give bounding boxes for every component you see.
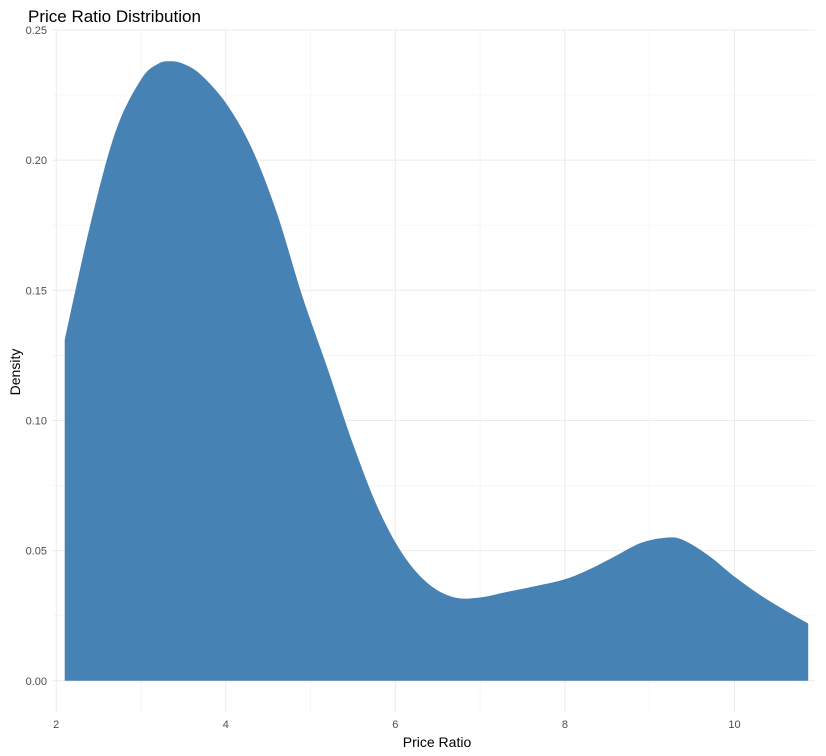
x-tick-label: 10 <box>728 719 740 731</box>
x-tick-label: 4 <box>223 719 229 731</box>
y-tick-label: 0.00 <box>26 676 47 688</box>
density-area-layer <box>64 61 809 681</box>
y-tick-label: 0.15 <box>26 285 47 297</box>
y-axis-tick-labels: 0.00 0.05 0.10 0.15 0.20 0.25 <box>26 25 47 688</box>
y-tick-label: 0.20 <box>26 155 47 167</box>
x-tick-label: 6 <box>392 719 398 731</box>
y-tick-label: 0.10 <box>26 415 47 427</box>
x-tick-label: 8 <box>562 719 568 731</box>
y-tick-label: 0.25 <box>26 25 47 37</box>
x-axis-title: Price Ratio <box>403 734 472 750</box>
density-area <box>64 61 809 681</box>
chart-title: Price Ratio Distribution <box>28 7 201 26</box>
y-axis-title: Density <box>7 349 23 396</box>
y-tick-label: 0.05 <box>26 546 47 558</box>
x-tick-label: 2 <box>53 719 59 731</box>
x-axis-tick-labels: 2 4 6 8 10 <box>53 719 740 731</box>
